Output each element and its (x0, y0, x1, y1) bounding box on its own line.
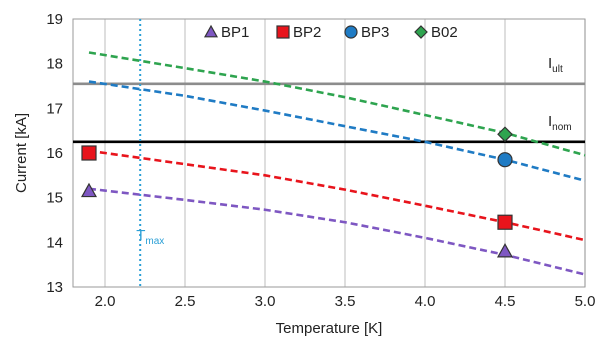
legend-marker-bp3 (344, 25, 358, 39)
x-tick-label: 3.0 (255, 293, 276, 310)
series-line-bp1 (88, 187, 586, 276)
legend: BP1 BP2 BP3 B02 (203, 24, 458, 41)
y-tick-label: 19 (46, 11, 63, 28)
legend-item-bp2: BP2 (276, 24, 321, 41)
y-tick-label: 17 (46, 100, 63, 117)
legend-label-bp3: BP3 (361, 24, 389, 41)
y-tick-label: 13 (46, 279, 63, 296)
y-tick-label: 14 (46, 234, 63, 251)
legend-label-bp1: BP1 (221, 24, 249, 41)
data-point-bp2 (81, 145, 97, 161)
legend-label-bp2: BP2 (293, 24, 321, 41)
x-tick-label: 2.5 (175, 293, 196, 310)
x-tick-label: 4.5 (495, 293, 516, 310)
legend-marker-bp2 (276, 25, 290, 39)
y-tick-label: 15 (46, 190, 63, 207)
legend-item-b02: B02 (414, 24, 458, 41)
data-point-bp1 (80, 182, 98, 198)
legend-label-b02: B02 (431, 24, 458, 41)
x-tick-label: 3.5 (335, 293, 356, 310)
y-tick-label: 18 (46, 56, 63, 73)
data-point-bp3 (497, 152, 513, 168)
x-axis-label: Temperature [K] (276, 320, 383, 337)
legend-marker-bp1 (203, 24, 219, 38)
data-point-b02 (497, 126, 513, 143)
series-line-bp3 (88, 80, 586, 182)
data-point-bp2 (497, 214, 513, 230)
x-tick-label: 2.0 (95, 293, 116, 310)
series-line-b02 (88, 51, 586, 157)
data-markers (80, 126, 514, 258)
y-axis-label: Current [kA] (13, 113, 30, 193)
x-tick-label: 4.0 (415, 293, 436, 310)
reference-label-nom: Inom (548, 113, 572, 133)
legend-marker-b02 (414, 25, 428, 39)
tick-labels: 2.0 2.5 3.0 3.5 4.0 4.5 5.0 13 14 15 16 17 18 19 (46, 11, 595, 310)
data-point-bp1 (496, 243, 514, 258)
y-tick-label: 16 (46, 145, 63, 162)
reference-label-max: Tmax (136, 227, 164, 247)
x-tick-label: 5.0 (575, 293, 596, 310)
reference-label-ult: Iult (548, 55, 563, 75)
legend-item-bp3: BP3 (344, 24, 389, 41)
legend-item-bp1: BP1 (203, 24, 249, 41)
plot-frame (72, 18, 586, 288)
